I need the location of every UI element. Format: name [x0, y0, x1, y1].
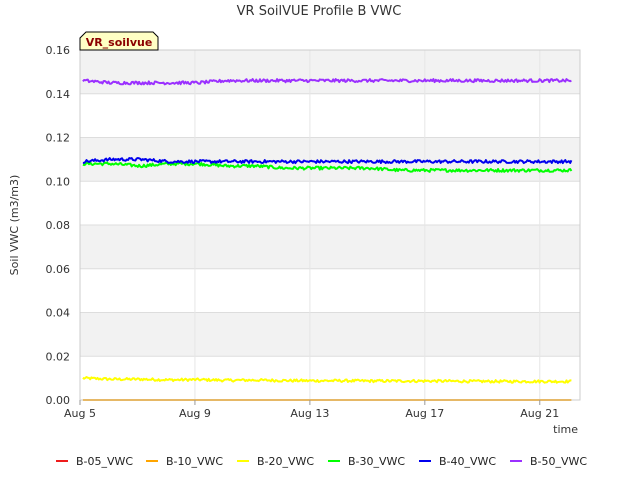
legend-label: B-30_VWC — [348, 455, 405, 468]
x-tick-label: Aug 13 — [290, 407, 329, 420]
y-tick-label: 0.04 — [46, 307, 71, 320]
site-badge: VR_soilvue — [79, 31, 159, 51]
legend-label: B-40_VWC — [439, 455, 496, 468]
y-tick-label: 0.02 — [46, 350, 71, 363]
legend-label: B-50_VWC — [530, 455, 587, 468]
x-tick-label: Aug 17 — [405, 407, 444, 420]
legend-item-b-20-vwc[interactable]: B-20_VWC — [237, 455, 314, 468]
chart-title: VR SoilVUE Profile B VWC — [237, 4, 402, 19]
y-tick-label: 0.00 — [46, 394, 71, 407]
x-axis-label: time — [553, 423, 578, 436]
legend-item-b-05-vwc[interactable]: B-05_VWC — [56, 455, 133, 468]
grid-band — [80, 50, 580, 94]
y-axis: 0.00 0.02 0.04 0.06 0.08 0.10 0.12 0.14 0.16 — [46, 44, 71, 407]
legend-label: B-05_VWC — [76, 455, 133, 468]
legend-label: B-20_VWC — [257, 455, 314, 468]
legend: B-05_VWC B-10_VWC B-20_VWC B-30_VWC B-40_VWC… — [56, 455, 587, 468]
grid-band — [80, 312, 580, 357]
grid-band — [80, 225, 580, 269]
badge-label: VR_soilvue — [86, 36, 153, 49]
series-line-b-20-vwc — [82, 376, 572, 384]
y-tick-label: 0.16 — [46, 44, 71, 57]
x-tick-label: Aug 21 — [520, 407, 559, 420]
series-line-b-40-vwc — [82, 157, 573, 165]
legend-item-b-10-vwc[interactable]: B-10_VWC — [146, 455, 223, 468]
y-axis-label: Soil VWC (m3/m3) — [8, 175, 21, 276]
legend-item-b-50-vwc[interactable]: B-50_VWC — [510, 455, 587, 468]
series-line-b-30-vwc — [82, 161, 573, 173]
plot-frame — [79, 49, 581, 401]
legend-label: B-10_VWC — [166, 455, 223, 468]
y-tick-label: 0.14 — [46, 88, 71, 101]
y-tick-label: 0.08 — [46, 219, 71, 232]
grid-band — [80, 137, 580, 182]
badge-box — [79, 31, 159, 51]
x-axis: Aug 5 Aug 9 Aug 13 Aug 17 Aug 21 — [64, 400, 559, 420]
series-line-b-50-vwc — [82, 78, 572, 86]
x-tick-label: Aug 9 — [179, 407, 211, 420]
y-tick-label: 0.06 — [46, 263, 71, 276]
x-tick-label: Aug 5 — [64, 407, 96, 420]
legend-item-b-30-vwc[interactable]: B-30_VWC — [328, 455, 405, 468]
y-tick-label: 0.12 — [46, 132, 71, 145]
legend-item-b-40-vwc[interactable]: B-40_VWC — [419, 455, 496, 468]
y-tick-label: 0.10 — [46, 175, 71, 188]
